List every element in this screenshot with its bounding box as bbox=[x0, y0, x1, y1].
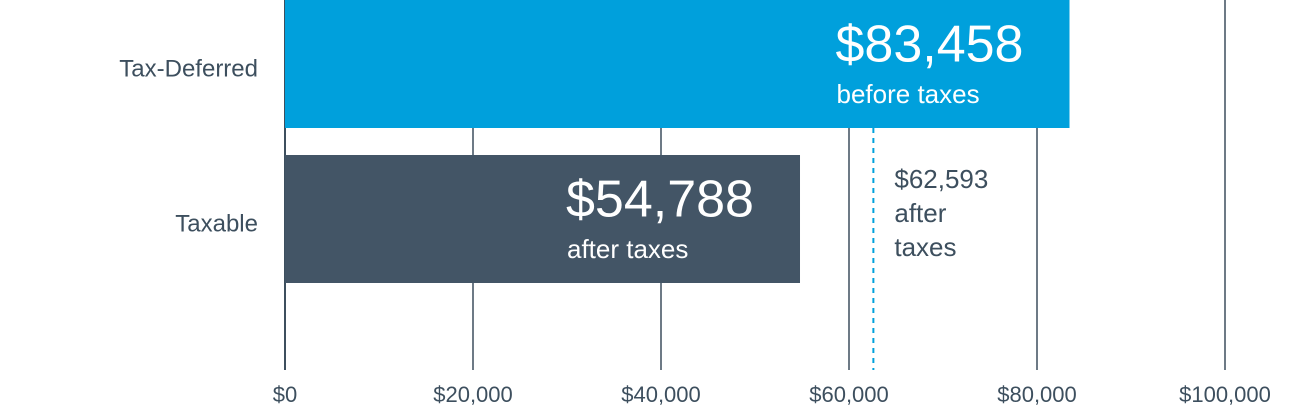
value-sublabel: after taxes bbox=[567, 234, 688, 264]
x-tick-label: $20,000 bbox=[433, 382, 513, 407]
x-tick-label: $80,000 bbox=[997, 382, 1077, 407]
value-label: $54,788 bbox=[566, 171, 754, 229]
x-tick-label: $100,000 bbox=[1179, 382, 1271, 407]
annotation: $62,593 after taxes bbox=[894, 162, 994, 264]
x-tick-label: $0 bbox=[273, 382, 297, 407]
category-label: Taxable bbox=[175, 210, 258, 237]
x-tick-label: $60,000 bbox=[809, 382, 889, 407]
category-label: Tax-Deferred bbox=[119, 55, 258, 82]
x-tick-label: $40,000 bbox=[621, 382, 701, 407]
value-sublabel: before taxes bbox=[837, 79, 980, 109]
annotation-text: after taxes bbox=[894, 198, 957, 262]
value-label: $83,458 bbox=[836, 16, 1024, 74]
annotation-label: $62,593 bbox=[894, 164, 989, 194]
bar bbox=[285, 0, 1070, 128]
bar bbox=[285, 155, 801, 283]
